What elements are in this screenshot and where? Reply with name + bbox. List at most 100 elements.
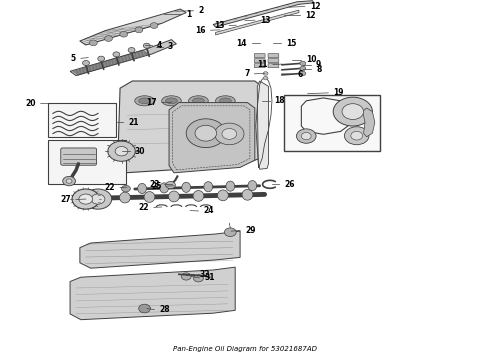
Ellipse shape	[162, 96, 181, 106]
Circle shape	[98, 56, 105, 61]
Polygon shape	[257, 81, 269, 169]
Text: 26: 26	[284, 180, 294, 189]
Circle shape	[300, 61, 306, 66]
Polygon shape	[169, 103, 255, 173]
Ellipse shape	[248, 181, 257, 191]
Text: 16: 16	[196, 26, 206, 35]
Ellipse shape	[193, 190, 204, 201]
Text: 22: 22	[139, 203, 149, 212]
Text: 19: 19	[333, 88, 343, 97]
Text: 20: 20	[25, 99, 36, 108]
Text: 4: 4	[157, 40, 162, 49]
Circle shape	[150, 23, 158, 28]
Ellipse shape	[120, 192, 130, 203]
Text: 31: 31	[204, 274, 215, 282]
FancyBboxPatch shape	[254, 54, 265, 58]
Text: 13: 13	[260, 15, 270, 24]
FancyBboxPatch shape	[254, 64, 265, 68]
Circle shape	[120, 31, 127, 37]
FancyBboxPatch shape	[268, 59, 279, 63]
Circle shape	[135, 27, 143, 33]
Ellipse shape	[182, 182, 191, 192]
Text: 6: 6	[297, 69, 303, 78]
Polygon shape	[213, 1, 314, 27]
Ellipse shape	[220, 98, 231, 104]
Text: 21: 21	[128, 118, 139, 127]
Ellipse shape	[226, 181, 235, 191]
Circle shape	[342, 104, 364, 120]
FancyBboxPatch shape	[61, 148, 97, 165]
FancyBboxPatch shape	[268, 54, 279, 58]
Circle shape	[263, 72, 268, 75]
Ellipse shape	[169, 191, 179, 202]
Circle shape	[91, 194, 105, 204]
Text: 14: 14	[237, 39, 247, 48]
Text: 24: 24	[203, 207, 214, 215]
Circle shape	[351, 131, 363, 140]
FancyBboxPatch shape	[268, 64, 279, 68]
Ellipse shape	[204, 182, 213, 192]
Circle shape	[186, 119, 225, 148]
Circle shape	[166, 181, 175, 189]
Circle shape	[79, 194, 93, 204]
Circle shape	[105, 36, 113, 41]
Text: 10: 10	[306, 55, 316, 64]
Circle shape	[143, 43, 150, 48]
Ellipse shape	[166, 98, 177, 104]
Text: 12: 12	[305, 10, 315, 19]
Polygon shape	[363, 108, 375, 137]
Ellipse shape	[139, 98, 150, 104]
Circle shape	[222, 129, 237, 139]
Text: 1: 1	[186, 10, 192, 19]
Bar	[48, 103, 116, 137]
Circle shape	[181, 273, 191, 280]
Text: 30: 30	[135, 147, 145, 156]
Polygon shape	[70, 267, 235, 320]
Circle shape	[344, 127, 369, 145]
Circle shape	[128, 48, 135, 53]
Ellipse shape	[135, 96, 154, 106]
Circle shape	[66, 179, 72, 183]
Circle shape	[113, 52, 120, 57]
Text: 2: 2	[198, 6, 204, 15]
FancyBboxPatch shape	[254, 59, 265, 63]
Ellipse shape	[216, 96, 235, 106]
Ellipse shape	[193, 98, 204, 104]
Text: 9: 9	[316, 60, 321, 69]
Text: 8: 8	[316, 65, 321, 74]
Circle shape	[300, 66, 306, 71]
Circle shape	[215, 123, 244, 145]
Text: 18: 18	[274, 96, 285, 105]
Ellipse shape	[144, 192, 155, 202]
Circle shape	[194, 275, 203, 282]
Bar	[284, 95, 380, 151]
Text: 11: 11	[258, 60, 268, 69]
Text: 22: 22	[105, 183, 115, 192]
Circle shape	[224, 228, 236, 237]
Circle shape	[195, 125, 217, 141]
Circle shape	[139, 304, 150, 313]
Bar	[48, 140, 126, 184]
Text: 28: 28	[159, 305, 170, 314]
Text: 17: 17	[146, 98, 157, 107]
Text: 25: 25	[151, 181, 162, 191]
Polygon shape	[216, 10, 299, 35]
Ellipse shape	[189, 96, 208, 106]
Circle shape	[108, 141, 135, 161]
Circle shape	[301, 132, 311, 140]
Text: 15: 15	[286, 39, 296, 48]
Circle shape	[333, 97, 372, 126]
Circle shape	[63, 176, 75, 186]
Circle shape	[263, 76, 268, 80]
Text: Pan-Engine Oil Diagram for 53021687AD: Pan-Engine Oil Diagram for 53021687AD	[173, 346, 317, 352]
Circle shape	[300, 71, 306, 76]
Ellipse shape	[160, 183, 169, 193]
Circle shape	[122, 185, 130, 192]
Circle shape	[89, 40, 97, 46]
Text: 23: 23	[149, 180, 160, 189]
Polygon shape	[80, 9, 186, 45]
Circle shape	[296, 129, 316, 143]
Text: 7: 7	[244, 69, 249, 78]
Polygon shape	[80, 231, 240, 268]
Polygon shape	[70, 40, 176, 76]
